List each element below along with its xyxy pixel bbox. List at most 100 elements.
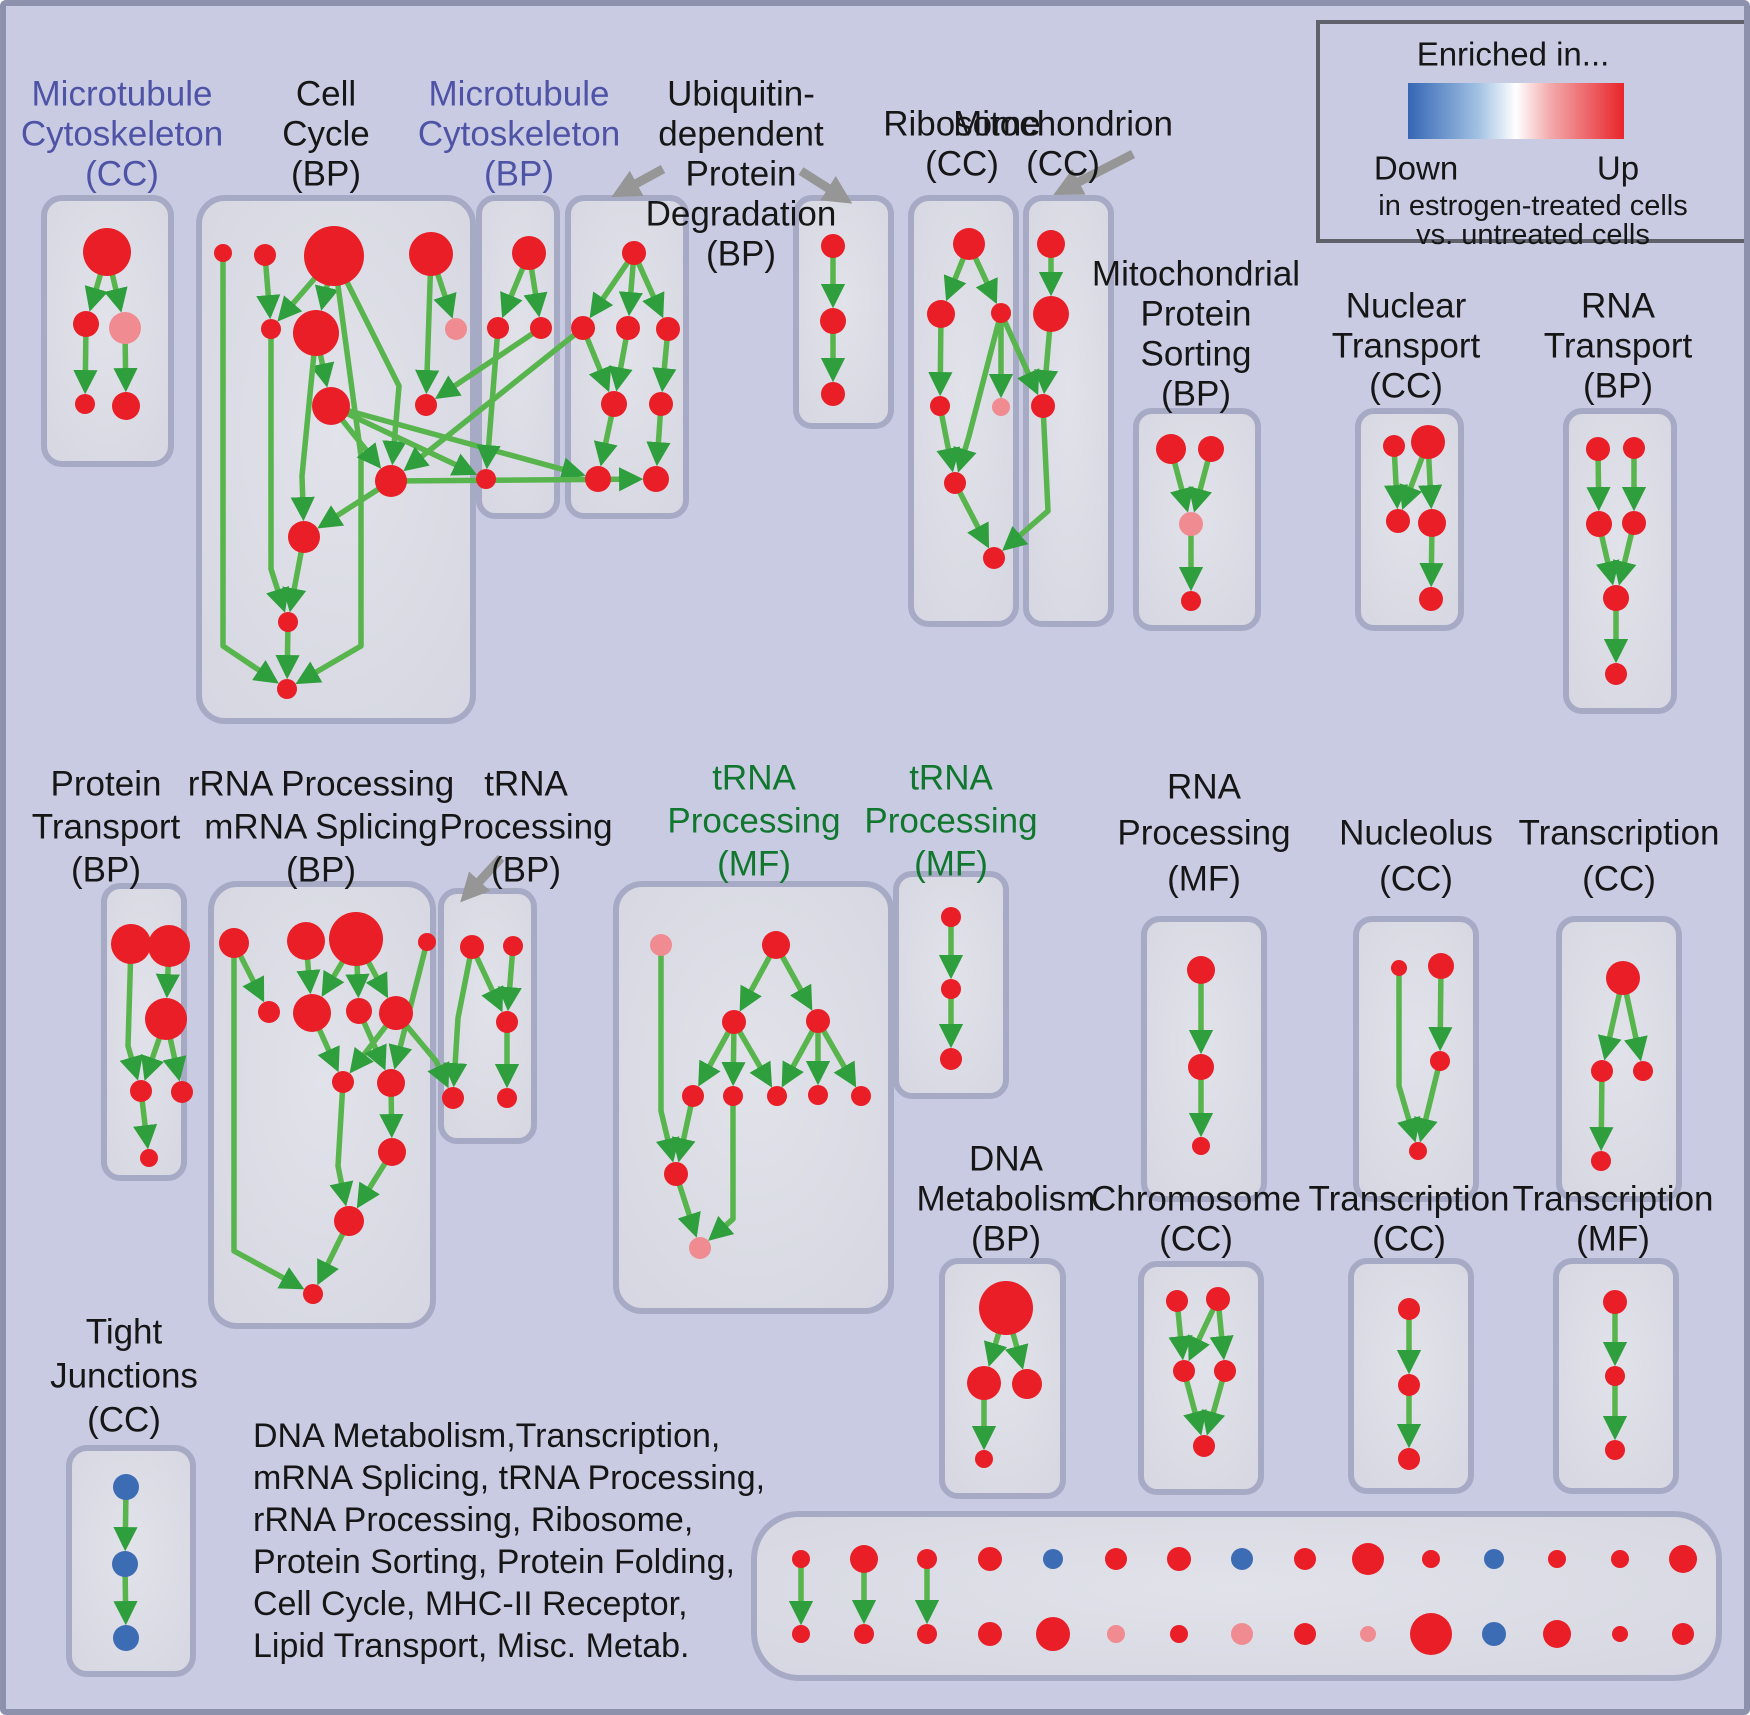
go-term-node-rrc	[329, 912, 383, 966]
cluster-label-line: Protein	[686, 155, 797, 194]
go-term-node-cc4	[409, 232, 453, 276]
cluster-label-line: RNA	[1581, 287, 1656, 326]
edge-ub2-cc10	[403, 325, 585, 472]
cluster-label-microtubule-cc: Microtubule Cytoskeleton (CC)	[21, 75, 223, 194]
group-box-ch	[1138, 1261, 1264, 1495]
edge-cc4-cc9	[415, 253, 440, 395]
go-term-node-rp3	[1192, 1137, 1210, 1155]
go-term-node-cc10	[375, 465, 407, 497]
legend-caption-2: vs. untreated cells	[1416, 219, 1650, 251]
go-term-node-tc3	[1633, 1061, 1653, 1081]
cluster-label-rna-processing-mf: RNA Processing (MF)	[1117, 768, 1290, 899]
go-term-node-tm2	[762, 931, 790, 959]
cluster-label-line: (MF)	[1576, 1220, 1650, 1259]
go-term-node-t2b	[1605, 1366, 1625, 1386]
go-term-node-cc13	[277, 679, 297, 699]
go-term-node-t1b	[1398, 1374, 1420, 1396]
go-term-node-ms2	[1198, 436, 1224, 462]
cluster-label-dna-metabolism: DNA Metabolism (BP)	[917, 1140, 1096, 1259]
cluster-label-line: Nuclear	[1346, 287, 1467, 326]
go-enrichment-network-figure: Microtubule Cytoskeleton (CC)Cell Cycle (BP)…	[21, 20, 1744, 1681]
go-term-node-tn2	[941, 979, 961, 999]
edge-rb3-mit3	[998, 311, 1040, 396]
cluster-label-line: (BP)	[71, 851, 141, 890]
cluster-label-line: Cytoskeleton	[418, 115, 620, 154]
go-term-node-rt2	[1623, 437, 1645, 459]
go-term-node-cc2	[254, 244, 276, 266]
cluster-label-line: Transcription	[1513, 1180, 1714, 1219]
go-term-node-tc2	[1591, 1060, 1613, 1082]
go-term-node-t2c	[1605, 1440, 1625, 1460]
edge-pt1-pt4	[119, 943, 143, 1081]
cluster-label-line: (BP)	[484, 155, 554, 194]
go-term-node-tm8	[808, 1085, 828, 1105]
cluster-label-line: RNA	[1167, 768, 1242, 807]
cluster-label-line: (CC)	[1372, 1220, 1446, 1259]
edge-rra-rrm	[231, 943, 305, 1290]
go-term-node-rt1	[1586, 437, 1610, 461]
go-term-node-ms4	[1181, 591, 1201, 611]
go-term-node-rb5	[992, 398, 1010, 416]
cluster-label-trna-mf-2: tRNA Processing (MF)	[864, 759, 1037, 884]
go-term-node-tm10	[664, 1162, 688, 1186]
go-term-node-ch3	[1173, 1360, 1195, 1382]
go-term-node-rre	[258, 1001, 280, 1023]
go-term-node-pt2	[148, 925, 190, 967]
cluster-label-line: Protein	[1141, 295, 1252, 334]
group-box-nu	[1353, 916, 1479, 1202]
cluster-label-cell-cycle: Cell Cycle (BP)	[282, 75, 370, 194]
cluster-label-line: Sorting	[1141, 335, 1252, 374]
go-term-node-rb6	[944, 472, 966, 494]
edge-cc6-cc11	[290, 332, 319, 522]
edge-rrd-rrj	[388, 941, 430, 1070]
edge-cc8-mbp4	[329, 403, 478, 476]
cluster-label-rna-transport: RNA Transport (BP)	[1544, 287, 1693, 406]
legend-down-label: Down	[1374, 150, 1458, 187]
cluster-label-line: Ubiquitin-	[667, 75, 815, 114]
cluster-label-line: rRNA Processing	[188, 765, 454, 804]
cluster-label-microtubule-bp: Microtubule Cytoskeleton (BP)	[418, 75, 620, 194]
cluster-label-line: (CC)	[925, 145, 999, 184]
go-term-node-cc1	[214, 244, 232, 262]
go-term-node-lt12	[1484, 1549, 1504, 1569]
go-term-node-lt7	[1167, 1547, 1191, 1571]
go-term-node-rrk	[378, 1138, 406, 1166]
go-term-node-rrg	[346, 998, 372, 1024]
cluster-label-rrna-mrna: rRNA Processing mRNA Splicing (BP)	[188, 765, 454, 890]
go-term-node-tp5	[497, 1088, 517, 1108]
go-term-node-ub7	[585, 466, 611, 492]
cluster-label-line: Transcription	[1519, 814, 1720, 853]
go-term-node-tp4	[442, 1087, 464, 1109]
go-term-node-lt11	[1422, 1550, 1440, 1568]
edge-tm6-tm11	[708, 1096, 736, 1241]
cluster-label-tight-junctions: Tight Junctions (CC)	[50, 1313, 198, 1440]
cluster-label-line: Cycle	[282, 115, 370, 154]
edge-rb3-rb6	[953, 312, 1004, 473]
cluster-label-line: Processing	[1117, 814, 1290, 853]
go-term-node-t1c	[1398, 1448, 1420, 1470]
go-term-node-lb6	[1107, 1625, 1125, 1643]
go-term-node-lt8	[1231, 1548, 1253, 1570]
go-term-node-rb3	[991, 303, 1011, 323]
go-term-node-ms1	[1156, 434, 1186, 464]
cluster-label-line: (BP)	[706, 235, 776, 274]
go-term-node-dm3	[1012, 1369, 1042, 1399]
group-box-long	[751, 1511, 1722, 1681]
go-term-node-ub8	[643, 466, 669, 492]
go-term-node-mit2	[1033, 296, 1069, 332]
legend-up-label: Up	[1597, 150, 1639, 187]
go-term-node-tm11	[689, 1237, 711, 1259]
go-term-node-lt2	[850, 1545, 878, 1573]
cluster-label-line: Cytoskeleton	[21, 115, 223, 154]
legend-caption-1: in estrogen-treated cells	[1378, 190, 1688, 222]
go-term-node-tm1	[650, 934, 672, 956]
go-term-node-lb14	[1612, 1626, 1628, 1642]
go-term-node-lb2	[854, 1624, 874, 1644]
go-term-node-tn1	[941, 907, 961, 927]
cluster-label-line: Cell	[296, 75, 356, 114]
cluster-label-line: Metabolism	[917, 1180, 1096, 1219]
go-term-node-mit1	[1037, 230, 1065, 258]
cluster-label-line: dependent	[658, 115, 824, 154]
cluster-label-line: (CC)	[1379, 860, 1453, 899]
cluster-label-line: Junctions	[50, 1357, 198, 1396]
